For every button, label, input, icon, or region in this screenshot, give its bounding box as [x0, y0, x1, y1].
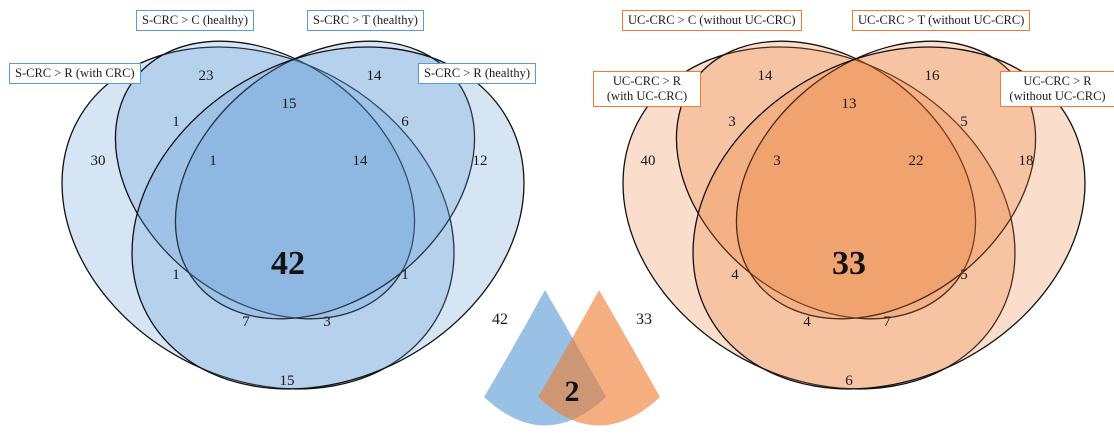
- right-label-set-t: UC-CRC > T (without UC-CRC): [852, 10, 1031, 31]
- comparison-overlap: 2: [565, 375, 580, 408]
- right-count-t-r-without: 5: [960, 114, 968, 130]
- right-label-set-r-without: UC-CRC > R (without UC-CRC): [1000, 71, 1114, 107]
- comparison-venn: 42 33 2: [484, 290, 660, 426]
- right-count-r-with-c-r-without: 7: [883, 314, 891, 330]
- comparison-right-total: 33: [636, 311, 652, 328]
- left-count-only-r-crc: 30: [91, 153, 106, 169]
- left-venn-diagram: 30 23 14 12 1 15 6 1 14 42 1 1 7 3 15: [61, 40, 525, 390]
- right-count-only-r-without: 18: [1019, 153, 1034, 169]
- right-count-all-four: 33: [832, 245, 866, 282]
- right-count-r-with-t: 4: [731, 267, 739, 283]
- left-count-only-r-healthy: 12: [473, 153, 488, 169]
- comparison-left-total: 42: [492, 311, 508, 328]
- right-count-r-with-c-t: 3: [773, 153, 781, 169]
- left-count-t-r-healthy: 6: [401, 114, 409, 130]
- comparison-right-shape: [538, 290, 660, 426]
- right-count-c-t: 13: [842, 96, 857, 112]
- left-count-r-crc-t: 1: [172, 267, 180, 283]
- left-label-set-r-healthy: S-CRC > R (healthy): [418, 63, 537, 84]
- right-label-set-r-with: UC-CRC > R (with UC-CRC): [593, 71, 701, 107]
- left-count-r-crc-c-r-healthy: 3: [323, 314, 331, 330]
- left-label-set-c: S-CRC > C (healthy): [136, 10, 255, 31]
- right-count-r-with-c: 3: [728, 114, 736, 130]
- right-count-c-r-without: 5: [960, 267, 968, 283]
- left-label-set-r-crc: S-CRC > R (with CRC): [9, 63, 141, 84]
- right-count-only-c: 14: [758, 68, 774, 84]
- left-count-c-t: 15: [282, 96, 297, 112]
- left-count-only-t: 14: [367, 68, 383, 84]
- left-count-only-c: 23: [199, 68, 214, 84]
- right-count-r-with-t-r-without: 4: [803, 314, 811, 330]
- left-count-r-crc-c: 1: [172, 114, 180, 130]
- right-label-set-c: UC-CRC > C (without UC-CRC): [622, 10, 802, 31]
- right-count-c-t-r-without: 22: [909, 153, 924, 169]
- left-count-r-crc-r-healthy: 15: [280, 373, 295, 389]
- left-count-c-t-r-healthy: 14: [353, 153, 369, 169]
- right-set-r-with-ellipse: [622, 46, 1016, 390]
- left-label-set-t: S-CRC > T (healthy): [307, 10, 424, 31]
- left-set-r-healthy-ellipse: [131, 46, 525, 390]
- right-count-only-r-with: 40: [641, 153, 656, 169]
- right-set-r-without-ellipse: [692, 46, 1086, 390]
- left-count-c-r-healthy: 1: [401, 267, 409, 283]
- left-count-all-four: 42: [271, 245, 305, 282]
- right-count-r-with-r-without: 6: [845, 373, 853, 389]
- left-count-r-crc-t-r-healthy: 7: [242, 314, 250, 330]
- left-set-r-crc-ellipse: [61, 46, 455, 390]
- right-count-only-t: 16: [925, 68, 941, 84]
- left-count-r-crc-c-t: 1: [209, 153, 217, 169]
- right-venn-diagram: 40 14 16 18 3 13 5 3 22 33 4 5 4 7 6: [622, 40, 1086, 390]
